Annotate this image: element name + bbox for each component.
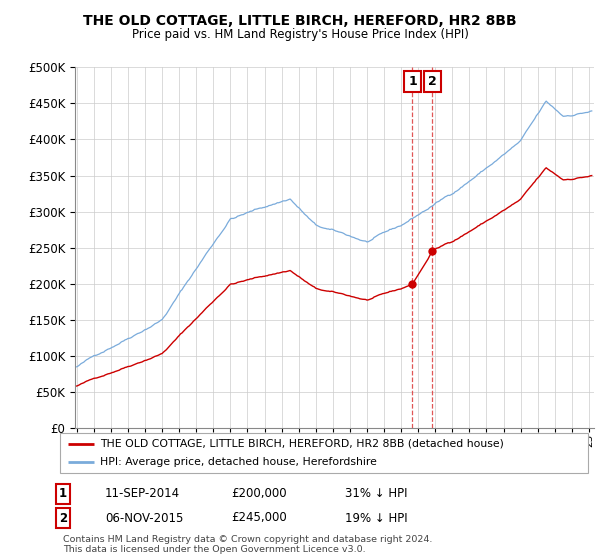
Text: Contains HM Land Registry data © Crown copyright and database right 2024.
This d: Contains HM Land Registry data © Crown c… [63,535,433,554]
Text: 31% ↓ HPI: 31% ↓ HPI [345,487,407,501]
Text: 1: 1 [59,487,67,501]
Text: 11-SEP-2014: 11-SEP-2014 [105,487,180,501]
Text: 2: 2 [59,511,67,525]
Text: HPI: Average price, detached house, Herefordshire: HPI: Average price, detached house, Here… [100,458,376,467]
Text: £245,000: £245,000 [231,511,287,525]
Text: THE OLD COTTAGE, LITTLE BIRCH, HEREFORD, HR2 8BB (detached house): THE OLD COTTAGE, LITTLE BIRCH, HEREFORD,… [100,439,503,449]
Text: Price paid vs. HM Land Registry's House Price Index (HPI): Price paid vs. HM Land Registry's House … [131,28,469,41]
Text: 19% ↓ HPI: 19% ↓ HPI [345,511,407,525]
Text: 2: 2 [428,75,437,88]
Text: THE OLD COTTAGE, LITTLE BIRCH, HEREFORD, HR2 8BB: THE OLD COTTAGE, LITTLE BIRCH, HEREFORD,… [83,14,517,28]
Text: 06-NOV-2015: 06-NOV-2015 [105,511,184,525]
Text: 1: 1 [408,75,417,88]
Text: £200,000: £200,000 [231,487,287,501]
